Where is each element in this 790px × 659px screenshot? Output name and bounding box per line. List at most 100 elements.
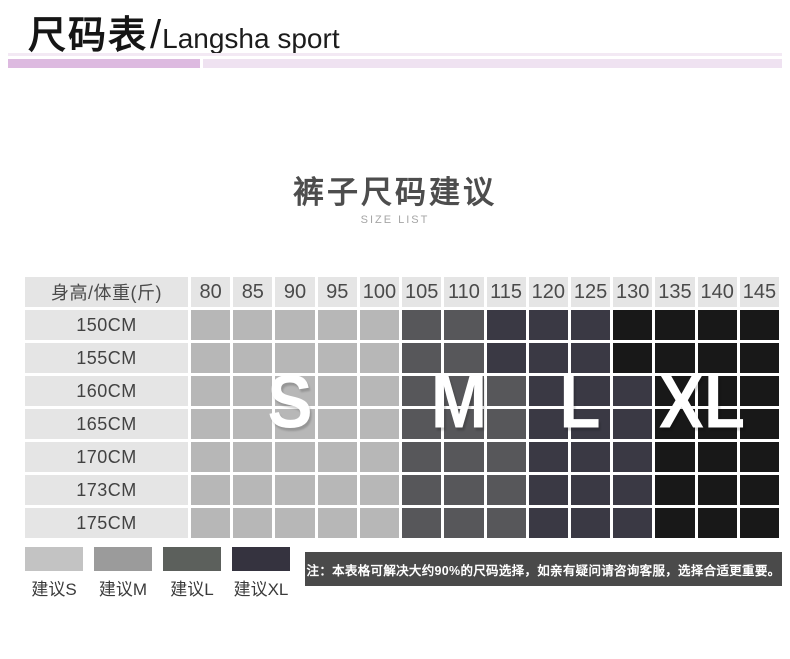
size-legend: 建议S 建议M 建议L 建议XL — [25, 547, 290, 600]
size-cell-l — [486, 310, 526, 340]
brand-slash: / — [150, 13, 162, 57]
size-table: 身高/体重(斤) 80 85 90 95 100 105 110 115 120 125 130 135… — [25, 277, 779, 538]
size-cell-m — [444, 442, 484, 472]
size-cell-xl — [739, 310, 779, 340]
size-cell-xl — [655, 508, 695, 538]
size-cell-m — [402, 442, 442, 472]
size-cell-l — [528, 343, 568, 373]
size-cell-xl — [739, 409, 779, 439]
size-cell-s — [191, 442, 231, 472]
size-cell-xl — [739, 475, 779, 505]
size-cell-s — [233, 409, 273, 439]
size-cell-l — [570, 310, 611, 340]
size-cell-s — [233, 310, 273, 340]
size-cell-s — [275, 508, 315, 538]
weight-header-cell: 145 — [739, 277, 779, 307]
size-cell-l — [613, 376, 653, 406]
size-cell-s — [233, 475, 273, 505]
size-cell-s — [317, 508, 357, 538]
size-cell-s — [275, 310, 315, 340]
brand-title-en: Langsha sport — [162, 23, 340, 54]
legend-item: 建议M — [94, 547, 152, 600]
size-cell-m — [486, 508, 526, 538]
size-cell-m — [486, 376, 526, 406]
weight-header-cell: 100 — [359, 277, 400, 307]
size-cell-xl — [697, 343, 737, 373]
size-cell-xl — [655, 409, 695, 439]
size-cell-s — [317, 409, 357, 439]
size-cell-m — [444, 310, 484, 340]
weight-header-cell: 105 — [402, 277, 442, 307]
size-cell-l — [528, 508, 568, 538]
size-cell-s — [359, 442, 400, 472]
height-row-label: 173CM — [25, 475, 188, 505]
size-cell-l — [528, 310, 568, 340]
size-cell-s — [359, 409, 400, 439]
legend-swatch — [25, 547, 83, 571]
size-cell-s — [233, 442, 273, 472]
weight-header-cell: 85 — [233, 277, 273, 307]
size-cell-l — [570, 442, 611, 472]
size-cell-l — [486, 343, 526, 373]
weight-header-cell: 115 — [486, 277, 526, 307]
size-cell-s — [233, 508, 273, 538]
size-cell-s — [317, 442, 357, 472]
legend-swatch — [94, 547, 152, 571]
accent-bar-right-segment — [203, 59, 782, 68]
size-cell-s — [191, 409, 231, 439]
height-row-label: 150CM — [25, 310, 188, 340]
size-cell-s — [191, 343, 231, 373]
size-cell-xl — [613, 343, 653, 373]
legend-swatch — [232, 547, 290, 571]
size-cell-s — [359, 310, 400, 340]
size-cell-s — [275, 376, 315, 406]
size-cell-s — [233, 343, 273, 373]
size-cell-l — [528, 475, 568, 505]
legend-label: 建议XL — [233, 580, 289, 599]
size-cell-xl — [739, 508, 779, 538]
size-cell-s — [359, 475, 400, 505]
accent-bar-thick — [8, 59, 782, 68]
size-cell-s — [359, 376, 400, 406]
size-cell-m — [402, 310, 442, 340]
size-cell-m — [444, 409, 484, 439]
brand-title-zh: 尺码表 — [28, 15, 149, 57]
size-cell-xl — [655, 343, 695, 373]
size-cell-xl — [739, 442, 779, 472]
size-cell-xl — [613, 310, 653, 340]
size-cell-xl — [697, 310, 737, 340]
size-cell-s — [317, 343, 357, 373]
size-cell-l — [570, 409, 611, 439]
legend-label: 建议L — [170, 580, 214, 599]
size-cell-xl — [697, 376, 737, 406]
legend-label: 建议S — [31, 580, 77, 599]
size-cell-l — [613, 409, 653, 439]
legend-item: 建议S — [25, 547, 83, 600]
section-subtitle: SIZE LIST — [360, 214, 430, 226]
size-cell-m — [402, 475, 442, 505]
size-cell-m — [402, 343, 442, 373]
size-cell-s — [359, 343, 400, 373]
size-cell-m — [444, 475, 484, 505]
weight-header-cell: 80 — [191, 277, 231, 307]
size-cell-m — [444, 508, 484, 538]
size-cell-l — [528, 376, 568, 406]
size-cell-xl — [739, 343, 779, 373]
size-cell-l — [570, 508, 611, 538]
height-row-label: 170CM — [25, 442, 188, 472]
accent-bar-left-segment — [8, 59, 200, 68]
size-cell-s — [275, 475, 315, 505]
page-header: 尺码表 / Langsha sport — [28, 4, 340, 59]
size-cell-xl — [655, 442, 695, 472]
size-cell-m — [402, 508, 442, 538]
size-cell-s — [191, 475, 231, 505]
size-cell-s — [275, 409, 315, 439]
size-cell-xl — [655, 376, 695, 406]
height-row-label: 155CM — [25, 343, 188, 373]
legend-swatch — [163, 547, 221, 571]
size-cell-xl — [697, 409, 737, 439]
size-cell-s — [191, 376, 231, 406]
size-cell-s — [191, 310, 231, 340]
size-cell-m — [402, 409, 442, 439]
weight-header-cell: 130 — [613, 277, 653, 307]
